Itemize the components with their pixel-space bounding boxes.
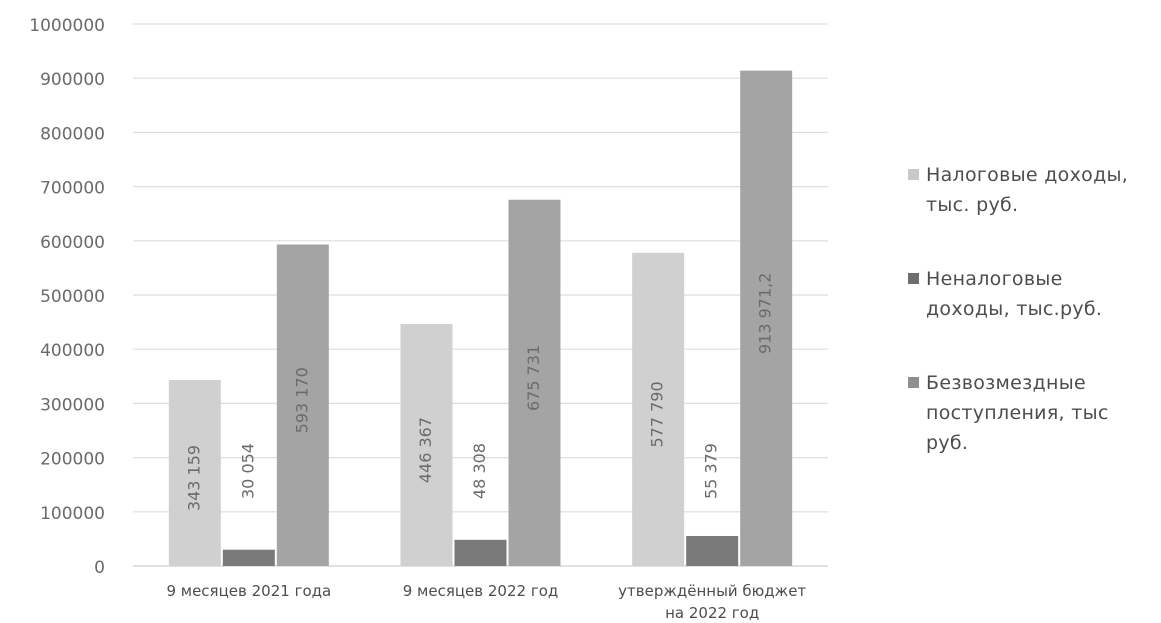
bar-nontax [686,535,739,566]
data-label: 675 731 [524,345,543,411]
legend: Налоговые доходы, тыс. руб. Неналоговые … [908,160,1158,502]
bars: 343 159 30 054 593 170 446 367 48 308 675 731… [168,70,793,567]
data-label: 913 971,2 [756,273,775,354]
bar-tax [632,252,685,566]
data-label: 48 308 [470,443,489,499]
x-tick-label-line: 9 месяцев 2022 год [403,582,559,600]
x-tick-label: 9 месяцев 2022 год [403,582,559,600]
bar-grants [508,199,561,567]
legend-item-nontax-income: Неналоговые доходы, тыс.руб. [908,264,1158,324]
x-axis-labels: 9 месяцев 2021 года 9 месяцев 2022 год утв… [166,582,806,622]
data-label: 577 790 [648,381,667,447]
y-tick-label: 100000 [40,504,105,524]
bar-grants [740,70,793,566]
y-tick-label: 1000000 [29,16,105,36]
data-label: 343 159 [184,445,203,511]
legend-label: Неналоговые доходы, тыс.руб. [926,268,1103,320]
data-label: 593 170 [292,367,311,433]
bar-nontax [454,539,507,566]
y-tick-label: 900000 [40,70,105,90]
data-label: 446 367 [416,417,435,483]
bar-grants [276,244,329,566]
x-tick-label: 9 месяцев 2021 года [166,582,331,600]
data-label: 30 054 [238,443,257,499]
x-tick-label: утверждённый бюджет на 2022 год [618,582,806,622]
gridlines [133,23,828,567]
x-tick-label-line: на 2022 год [665,604,759,622]
legend-swatch [908,377,919,388]
y-tick-label: 300000 [40,395,105,415]
legend-swatch [908,169,919,180]
legend-label: Налоговые доходы, тыс. руб. [926,164,1129,216]
legend-label: Безвозмездные поступления, тыс руб. [926,372,1109,454]
legend-swatch [908,273,919,284]
y-tick-label: 800000 [40,124,105,144]
legend-item-grants: Безвозмездные поступления, тыс руб. [908,368,1158,458]
y-tick-label: 500000 [40,287,105,307]
bar-tax [400,324,453,566]
y-axis: 0 100000 200000 300000 400000 500000 600000 700… [29,16,105,578]
y-tick-label: 400000 [40,341,105,361]
y-tick-label: 0 [94,558,105,578]
legend-item-tax-income: Налоговые доходы, тыс. руб. [908,160,1158,220]
bar-tax [168,380,221,566]
y-tick-label: 600000 [40,233,105,253]
x-tick-label-line: утверждённый бюджет [618,582,806,600]
y-tick-label: 200000 [40,450,105,470]
data-label: 55 379 [702,443,721,499]
y-tick-label: 700000 [40,179,105,199]
x-tick-label-line: 9 месяцев 2021 года [166,582,331,600]
bar-nontax [222,549,275,566]
